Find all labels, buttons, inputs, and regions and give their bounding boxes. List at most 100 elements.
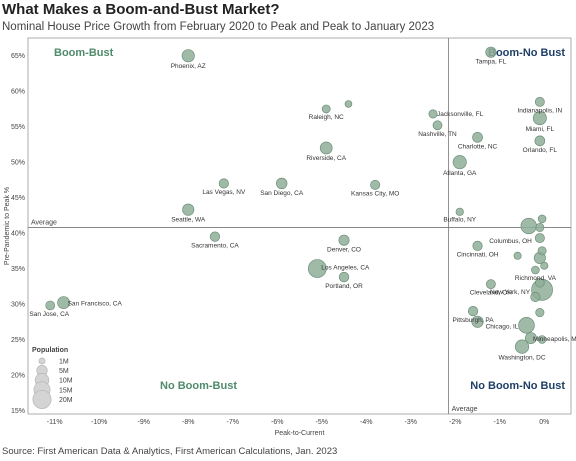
data-point — [514, 339, 530, 354]
point-label: Seattle, WA — [171, 216, 206, 223]
x-tick-label: 0% — [539, 419, 549, 426]
quadrant-label: No Boom-Bust — [160, 380, 237, 392]
data-point — [472, 240, 483, 251]
point-label: Orlando, FL — [523, 147, 558, 154]
data-point — [472, 132, 483, 143]
quadrant-label: No Boom-No Bust — [470, 380, 565, 392]
point-label: Atlanta, GA — [443, 170, 477, 177]
legend-label: 1M — [59, 359, 69, 366]
data-point — [455, 207, 464, 216]
data-point — [428, 109, 438, 119]
x-tick-label: -8% — [182, 419, 194, 426]
data-point — [520, 217, 537, 235]
legend-bubble — [38, 357, 46, 365]
point-label: Miami, FL — [526, 126, 555, 133]
data-point — [307, 259, 327, 278]
point-label: Cincinnati, OH — [457, 252, 499, 259]
source-note: Source: First American Data & Analytics,… — [2, 446, 338, 457]
data-point — [534, 277, 545, 288]
y-tick-label: 65% — [11, 53, 25, 60]
plot-frame — [27, 37, 572, 415]
data-point — [532, 111, 547, 126]
data-point — [321, 104, 331, 114]
data-point — [535, 222, 545, 232]
y-tick-label: 25% — [11, 337, 25, 344]
data-point — [344, 100, 353, 108]
data-point — [370, 179, 381, 190]
point-label: Sacramento, CA — [191, 242, 239, 249]
data-point — [338, 271, 350, 283]
data-point — [534, 96, 545, 107]
point-label: Washington, DC — [498, 354, 545, 361]
point-label: Minneapolis, MN — [533, 336, 576, 343]
y-tick-label: 15% — [11, 408, 25, 415]
data-point — [338, 234, 350, 246]
point-label: Jacksonville, FL — [437, 111, 484, 118]
data-point — [537, 335, 547, 344]
point-label: Cleveland, OH — [470, 290, 513, 297]
x-tick-label: -1% — [494, 419, 506, 426]
data-point — [432, 120, 443, 131]
x-tick-label: -5% — [316, 419, 328, 426]
point-label: Riverside, CA — [306, 155, 346, 162]
x-tick-label: -11% — [47, 419, 63, 426]
data-point — [534, 135, 546, 147]
data-point — [534, 233, 545, 244]
point-label: Indianapolis, IN — [517, 107, 562, 114]
chart-subtitle: Nominal House Price Growth from February… — [2, 21, 435, 33]
average-label-x: Average — [452, 406, 478, 413]
data-point — [182, 203, 195, 216]
point-label: San Diego, CA — [260, 190, 304, 197]
data-point — [45, 300, 56, 311]
y-tick-label: 55% — [11, 124, 25, 131]
y-axis-title: Pre-Pandemic to Peak % — [4, 187, 11, 265]
x-tick-label: -7% — [227, 419, 239, 426]
data-point — [467, 306, 479, 317]
data-point — [319, 141, 333, 155]
legend-title: Population — [32, 347, 68, 354]
y-tick-label: 40% — [11, 231, 25, 238]
y-tick-label: 30% — [11, 302, 25, 309]
point-label: Las Vegas, NV — [202, 189, 246, 196]
data-point — [530, 291, 541, 303]
data-point — [513, 251, 522, 260]
point-label: Denver, CO — [327, 246, 361, 253]
legend-bubble — [32, 389, 52, 409]
point-label: Phoenix, AZ — [171, 63, 206, 70]
data-point — [57, 296, 71, 310]
data-point — [218, 178, 229, 189]
legend-label: 5M — [59, 368, 69, 375]
point-label: San Francisco, CA — [68, 301, 123, 308]
point-label: Kansas City, MO — [351, 190, 399, 197]
x-axis-title: Peak-to-Current — [275, 430, 325, 437]
x-tick-label: -10% — [91, 419, 107, 426]
point-label: San Jose, CA — [29, 311, 69, 318]
point-label: Richmond, VA — [515, 275, 557, 282]
data-point — [525, 332, 537, 344]
data-point — [485, 46, 497, 58]
point-label: New York, NY — [490, 289, 531, 296]
y-tick-label: 60% — [11, 89, 25, 96]
data-point — [540, 261, 549, 270]
x-tick-label: -4% — [360, 419, 372, 426]
point-label: Pittsburgh, PA — [453, 317, 495, 324]
chart-title: What Makes a Boom-and-Bust Market? — [2, 1, 280, 18]
point-label: Columbus, OH — [489, 238, 532, 245]
quadrant-label: Boom-No Bust — [488, 47, 565, 59]
data-point — [276, 177, 288, 190]
data-point — [181, 49, 195, 63]
legend-label: 20M — [59, 397, 73, 404]
data-point — [537, 214, 547, 224]
data-point — [471, 315, 484, 328]
point-label: Los Angeles, CA — [321, 265, 370, 272]
point-label: Nashville, TN — [418, 131, 457, 138]
x-tick-label: -9% — [137, 419, 149, 426]
point-label: Tampa, FL — [476, 58, 507, 65]
point-label: Chicago, IL — [486, 323, 519, 330]
average-label-y: Average — [31, 219, 57, 226]
x-tick-label: -6% — [271, 419, 283, 426]
quadrant-label: Boom-Bust — [54, 47, 114, 59]
data-point — [485, 279, 496, 290]
data-point — [535, 308, 545, 318]
